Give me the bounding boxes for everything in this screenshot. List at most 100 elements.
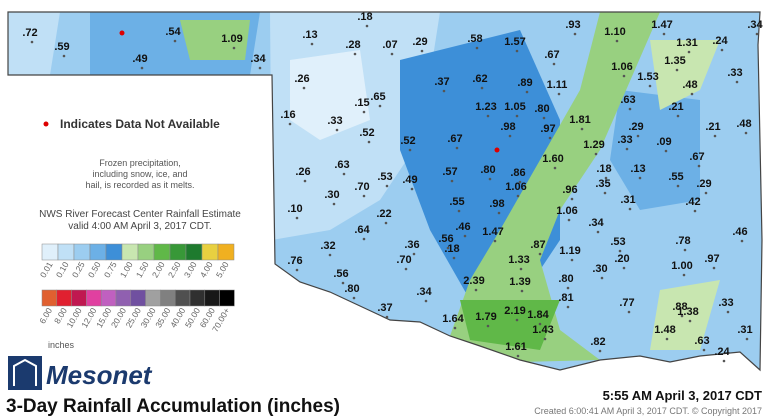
station-dot — [567, 218, 571, 222]
legend-swatch — [219, 289, 235, 307]
estimate-note: NWS River Forecast Center Rainfall Estim… — [39, 209, 241, 220]
frozen-note: Frozen precipitation, — [99, 158, 181, 168]
legend-swatch — [56, 289, 72, 307]
station-dot — [693, 209, 697, 213]
state-outline — [7, 11, 763, 372]
station-value: .93 — [565, 19, 580, 31]
station-value: .80 — [534, 103, 549, 115]
station-dot — [636, 134, 640, 138]
station-dot — [302, 86, 306, 90]
station-value: 1.10 — [604, 26, 625, 38]
station-value: .67 — [544, 49, 559, 61]
station-dot — [648, 84, 652, 88]
station-value: 1.64 — [442, 313, 464, 325]
station-dot — [618, 249, 622, 253]
station-dot — [30, 40, 34, 44]
station-dot — [497, 211, 501, 215]
station-value: .22 — [376, 208, 391, 220]
station-value: .18 — [444, 243, 459, 255]
station-dot — [342, 172, 346, 176]
station-value: 1.19 — [559, 245, 580, 257]
station-value: 1.84 — [527, 309, 549, 321]
station-value: .34 — [747, 19, 763, 31]
station-dot — [664, 149, 668, 153]
station-value: 1.53 — [637, 71, 658, 83]
station-value: 2.19 — [504, 305, 525, 317]
station-dot — [518, 180, 522, 184]
station-value: .49 — [132, 53, 147, 65]
station-value: .20 — [614, 253, 629, 265]
station-value: .53 — [610, 236, 625, 248]
legend-unit: inches — [48, 340, 75, 350]
station-dot — [362, 237, 366, 241]
station-dot — [232, 46, 236, 50]
station-value: .21 — [705, 121, 720, 133]
station-value: .36 — [404, 239, 419, 251]
station-dot — [463, 234, 467, 238]
station-dot — [516, 354, 520, 358]
station-value: .55 — [668, 171, 683, 183]
station-dot — [627, 310, 631, 314]
station-value: 1.48 — [654, 324, 675, 336]
station-value: .62 — [472, 73, 487, 85]
station-dot — [628, 107, 632, 111]
station-dot — [662, 32, 666, 36]
station-dot — [594, 152, 598, 156]
station-dot — [704, 191, 708, 195]
station-dot — [455, 146, 459, 150]
station-dot — [384, 221, 388, 225]
station-dot — [744, 131, 748, 135]
station-dot — [62, 54, 66, 58]
station-value: 1.09 — [221, 33, 242, 45]
station-value: .26 — [295, 166, 310, 178]
legend-label: 2.50 — [166, 260, 183, 280]
station-value: .24 — [714, 346, 730, 358]
station-value: .80 — [480, 164, 495, 176]
legend-swatch — [105, 243, 123, 261]
legend-label: 1.00 — [118, 260, 135, 280]
station-value: .30 — [324, 189, 339, 201]
station-value: 1.33 — [508, 254, 529, 266]
station-value: .33 — [718, 297, 733, 309]
station-dot — [566, 286, 570, 290]
station-dot — [173, 39, 177, 43]
station-dot — [542, 116, 546, 120]
station-dot — [442, 89, 446, 93]
station-value: 1.60 — [542, 153, 563, 165]
station-value: .15 — [354, 97, 369, 109]
station-dot — [604, 176, 608, 180]
station-dot — [140, 66, 144, 70]
station-dot — [538, 252, 542, 256]
station-dot — [385, 184, 389, 188]
station-value: .56 — [333, 268, 348, 280]
station-value: .26 — [294, 73, 309, 85]
station-value: .13 — [302, 29, 317, 41]
station-dot — [515, 318, 519, 322]
station-value: .63 — [620, 94, 635, 106]
station-value: 1.11 — [547, 79, 568, 91]
station-value: .65 — [370, 91, 385, 103]
station-dot — [295, 268, 299, 272]
station-value: .18 — [357, 11, 372, 23]
station-value: 1.29 — [583, 139, 604, 151]
station-dot — [683, 248, 687, 252]
station-dot — [573, 32, 577, 36]
station-dot — [638, 176, 642, 180]
station-dot — [625, 147, 629, 151]
legend-swatch — [130, 289, 146, 307]
station-dot — [570, 258, 574, 262]
station-dot — [508, 134, 512, 138]
station-value: 1.23 — [475, 101, 496, 113]
station-value: .13 — [630, 163, 645, 175]
station-value: 1.57 — [504, 36, 525, 48]
station-value: 1.00 — [671, 260, 692, 272]
station-value: .30 — [592, 263, 607, 275]
station-dot — [682, 273, 686, 277]
station-value: .89 — [517, 77, 532, 89]
station-value: .42 — [685, 196, 700, 208]
station-dot — [295, 216, 299, 220]
station-dot — [446, 246, 450, 250]
station-dot — [553, 166, 557, 170]
station-dot — [520, 289, 524, 293]
missing-note: Indicates Data Not Available — [60, 117, 220, 131]
